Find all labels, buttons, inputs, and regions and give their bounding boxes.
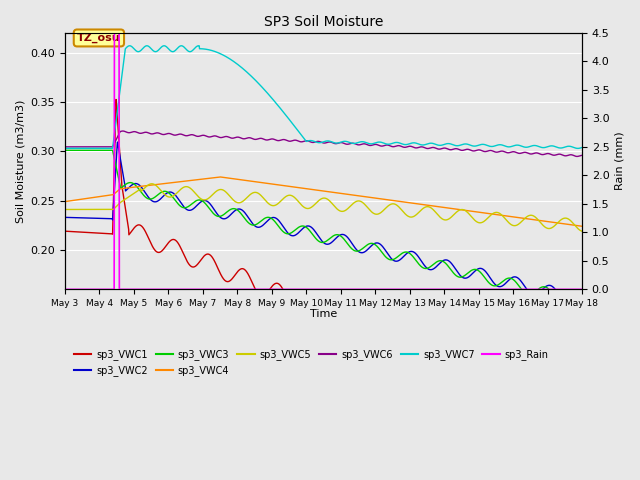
X-axis label: Time: Time <box>310 310 337 320</box>
Legend: sp3_VWC1, sp3_VWC2, sp3_VWC3, sp3_VWC4, sp3_VWC5, sp3_VWC6, sp3_VWC7, sp3_Rain: sp3_VWC1, sp3_VWC2, sp3_VWC3, sp3_VWC4, … <box>70 346 552 380</box>
Y-axis label: Soil Moisture (m3/m3): Soil Moisture (m3/m3) <box>15 99 25 223</box>
Y-axis label: Rain (mm): Rain (mm) <box>615 132 625 191</box>
Text: TZ_osu: TZ_osu <box>77 33 121 43</box>
Title: SP3 Soil Moisture: SP3 Soil Moisture <box>264 15 383 29</box>
